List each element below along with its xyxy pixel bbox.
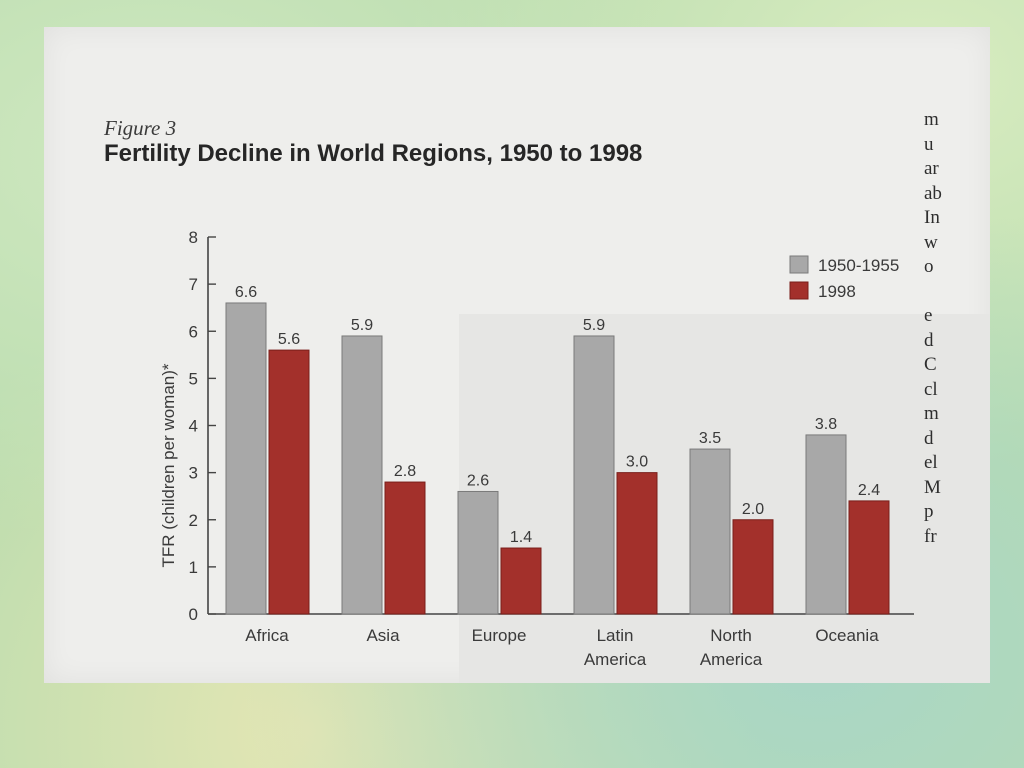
- chart-title: Fertility Decline in World Regions, 1950…: [104, 140, 643, 167]
- x-tick-label: Latin: [597, 626, 634, 645]
- y-tick-label: 8: [189, 228, 198, 247]
- data-label: 3.8: [815, 416, 837, 433]
- side-text-line: fr: [924, 525, 937, 547]
- x-tick-label: Oceania: [815, 626, 879, 645]
- x-tick-label: Asia: [366, 626, 400, 645]
- bar: [500, 547, 542, 615]
- bar: [225, 302, 267, 615]
- data-label: 2.8: [394, 463, 416, 480]
- data-label: 2.0: [742, 501, 764, 518]
- bar: [689, 448, 731, 615]
- data-label: 3.0: [626, 454, 648, 471]
- side-text-line: m: [924, 403, 939, 424]
- legend-swatch: [789, 255, 809, 274]
- legend-swatch: [789, 281, 809, 300]
- y-tick-label: 3: [189, 464, 198, 483]
- side-text-line: el: [924, 452, 938, 473]
- y-tick-label: 4: [189, 417, 198, 436]
- bar: [384, 481, 426, 615]
- y-axis-title: TFR (children per woman)*: [159, 363, 178, 567]
- side-text-line: M: [924, 476, 941, 498]
- x-tick-label: Europe: [472, 626, 527, 645]
- data-label: 1.4: [510, 529, 532, 546]
- side-text-line: cl: [924, 378, 938, 400]
- y-tick-label: 0: [189, 605, 198, 624]
- y-tick-label: 1: [189, 558, 198, 577]
- figure-label: Figure 3: [104, 116, 177, 140]
- side-text-line: ab: [924, 182, 942, 204]
- x-tick-label: Africa: [245, 626, 289, 645]
- bar: [268, 349, 310, 615]
- side-text-line: e: [924, 305, 933, 326]
- side-text-line: C: [924, 354, 937, 375]
- side-text-line: ar: [924, 158, 939, 179]
- x-tick-label: America: [584, 650, 647, 669]
- side-text-line: In: [924, 207, 940, 228]
- side-text-line: p: [924, 501, 934, 522]
- y-tick-label: 7: [189, 275, 198, 294]
- bar: [457, 490, 499, 615]
- data-label: 5.9: [583, 317, 605, 334]
- side-text-line: d: [924, 427, 934, 449]
- bar: [341, 335, 383, 615]
- legend-label: 1950-1955: [818, 256, 899, 275]
- data-label: 5.6: [278, 331, 300, 348]
- bar: [848, 500, 890, 615]
- y-tick-label: 6: [189, 322, 198, 341]
- y-tick-label: 5: [189, 369, 198, 388]
- side-text-line: w: [924, 231, 938, 253]
- bar: [573, 335, 615, 615]
- bar: [732, 519, 774, 615]
- x-tick-label: North: [710, 626, 752, 645]
- side-text-line: d: [924, 329, 934, 351]
- side-text-line: m: [924, 109, 939, 130]
- side-text-line: o: [924, 256, 934, 277]
- bar: [805, 434, 847, 615]
- data-label: 6.6: [235, 284, 257, 301]
- bar: [616, 472, 658, 615]
- side-text-line: u: [924, 133, 934, 155]
- legend-label: 1998: [818, 282, 856, 301]
- data-label: 2.6: [467, 472, 489, 489]
- data-label: 5.9: [351, 317, 373, 334]
- data-label: 3.5: [699, 430, 721, 447]
- x-tick-label: America: [700, 650, 763, 669]
- data-label: 2.4: [858, 482, 880, 499]
- y-tick-label: 2: [189, 511, 198, 530]
